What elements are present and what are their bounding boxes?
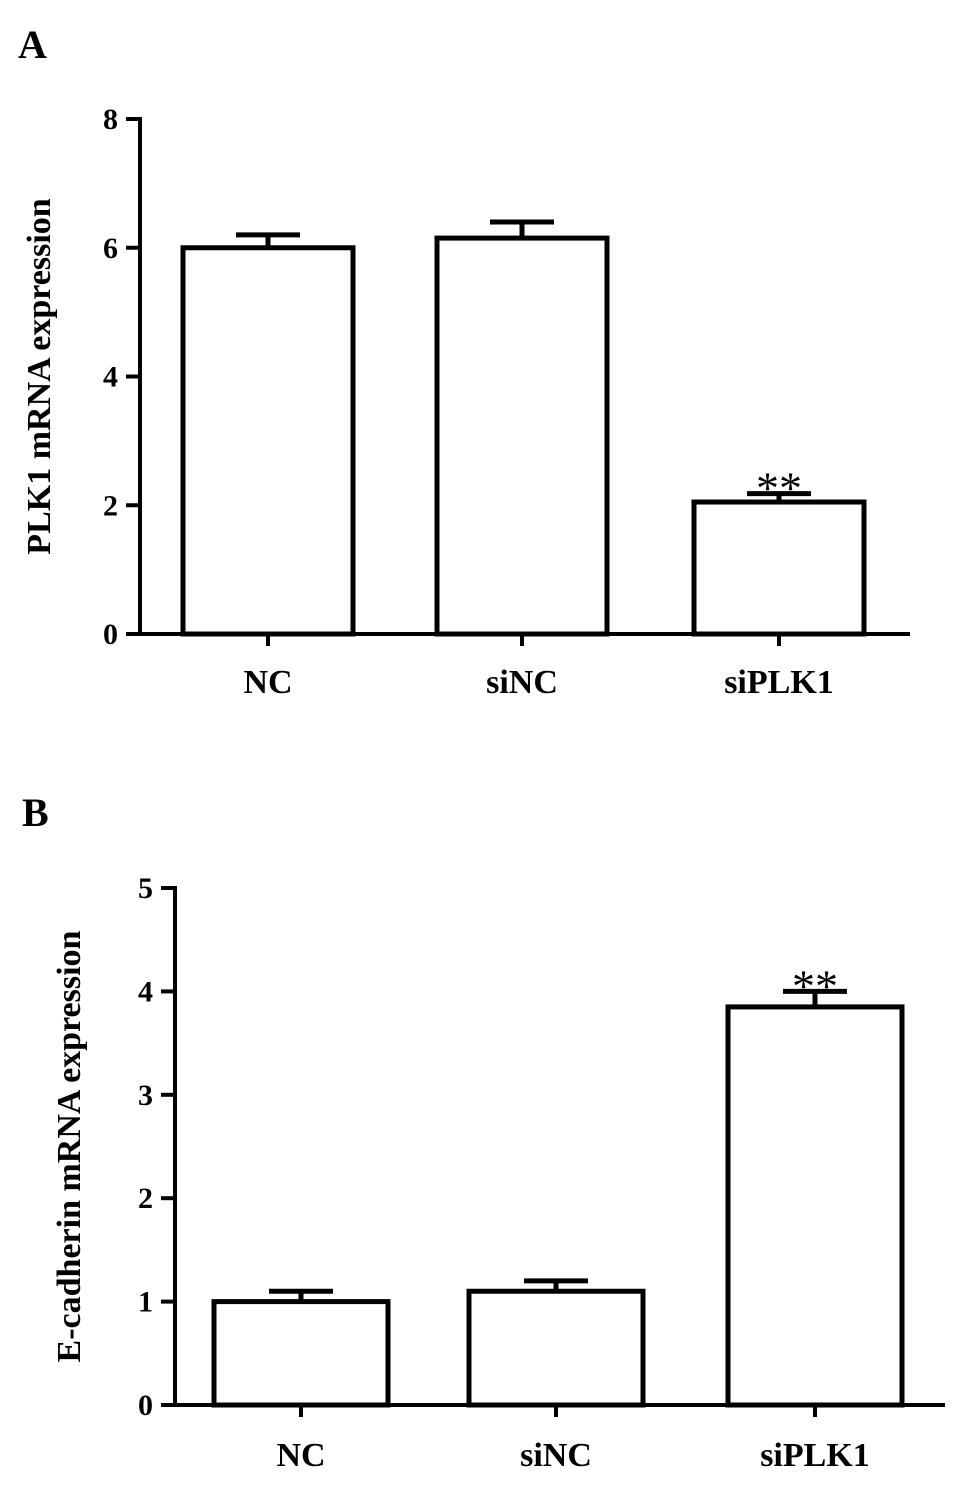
y-tick-label: 5 xyxy=(138,872,153,905)
y-tick-label: 1 xyxy=(138,1286,153,1319)
x-category-label: NC xyxy=(276,1437,325,1474)
y-tick-label: 6 xyxy=(103,232,118,265)
bar xyxy=(180,245,356,637)
x-category-label: siPLK1 xyxy=(724,664,834,701)
x-category-label: siPLK1 xyxy=(760,1437,870,1474)
bar xyxy=(691,499,867,637)
x-category-label: siNC xyxy=(486,664,558,701)
y-tick-label: 3 xyxy=(138,1079,153,1112)
y-tick-label: 2 xyxy=(103,489,118,522)
y-tick-label: 4 xyxy=(103,361,118,394)
bar xyxy=(725,1004,905,1408)
panel-letter: B xyxy=(22,790,49,835)
bar xyxy=(211,1299,391,1408)
panel-a-chart: A 0 2 4 6 8 PLK1 mRNA expression NC siNC siPLK1 ** xyxy=(18,22,910,701)
bar xyxy=(434,235,610,637)
significance-label: ** xyxy=(792,960,838,1011)
y-tick-label: 0 xyxy=(103,618,118,651)
y-axis-title: E-cadherin mRNA expression xyxy=(51,930,88,1362)
y-tick-label: 8 xyxy=(103,103,118,136)
x-category-label: siNC xyxy=(520,1437,592,1474)
y-tick-label: 0 xyxy=(138,1389,153,1422)
y-tick-label: 2 xyxy=(138,1182,153,1215)
y-tick-label: 4 xyxy=(138,975,153,1008)
bar xyxy=(466,1288,646,1408)
panel-b-chart: B 0 1 2 3 4 5 E-cadherin mRNA expression NC siNC s… xyxy=(22,790,945,1474)
significance-label: ** xyxy=(756,463,802,514)
y-axis-title: PLK1 mRNA expression xyxy=(21,198,58,554)
x-category-label: NC xyxy=(243,664,292,701)
panel-letter: A xyxy=(18,22,47,67)
